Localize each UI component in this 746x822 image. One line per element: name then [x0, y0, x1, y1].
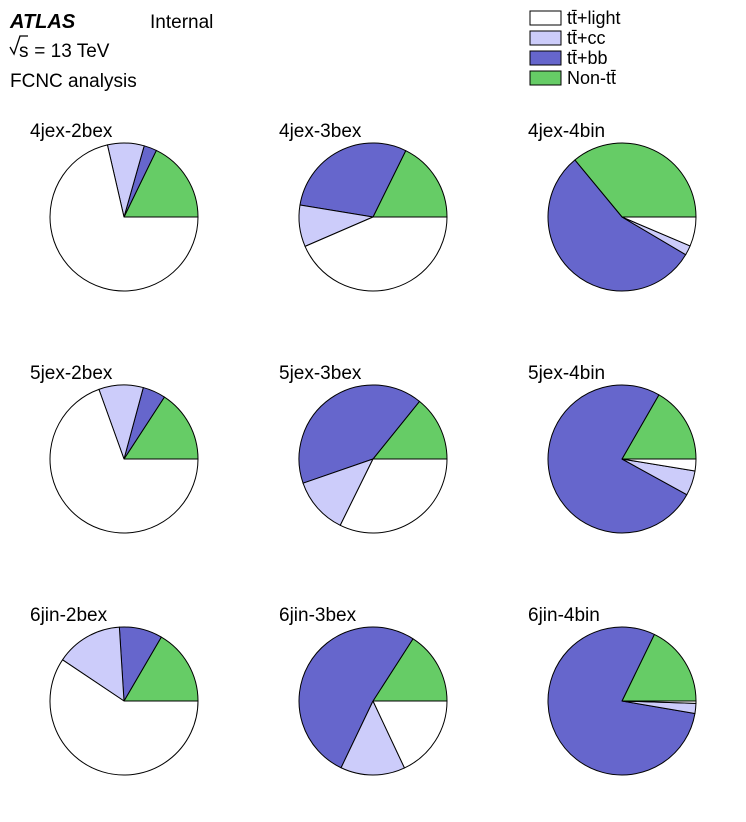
- pie-slice-tt-bb: [298, 384, 420, 484]
- pie-title: 5jex-2bex: [30, 363, 113, 384]
- pie-title: 5jex-4bin: [528, 363, 605, 384]
- pie-title: 4jex-4bin: [528, 121, 605, 142]
- pie-title: 6jin-4bin: [528, 605, 600, 626]
- sqrt-sign-icon: [9, 35, 28, 56]
- pie-slice-tt-cc: [340, 700, 406, 776]
- pie-slice-non-tt: [372, 150, 448, 218]
- pie-slice-tt-light: [621, 700, 697, 704]
- pie-slice-tt-light: [372, 700, 448, 769]
- pies-container: 4jex-2bex 4jex-3bex 4jex-4bin 5jex-2bex 5jex…: [30, 121, 697, 776]
- pie-5jex-3bex: 5jex-3bex: [279, 363, 448, 534]
- pie-slice-tt-light: [304, 216, 448, 292]
- pie-slice-tt-light: [621, 216, 697, 247]
- pie-slice-non-tt: [372, 638, 448, 702]
- pie-slice-non-tt: [123, 636, 199, 702]
- pie-slice-tt-light: [339, 458, 448, 534]
- pie-title: 4jex-2bex: [30, 121, 113, 142]
- pie-6jin-4bin: 6jin-4bin: [528, 605, 697, 776]
- pie-slice-tt-cc: [302, 458, 374, 526]
- pie-slice-tt-bb: [547, 384, 688, 534]
- legend-label-tt-cc: tt̄+cc: [567, 28, 606, 48]
- energy-label: s = 13 TeV: [9, 35, 110, 62]
- legend-label-non-tt: Non-tt̄: [567, 68, 616, 88]
- pie-slice-non-tt: [123, 396, 199, 460]
- pie-slice-non-tt: [621, 633, 697, 702]
- energy-sqrt-symbol: s: [19, 41, 29, 62]
- pie-slice-tt-light: [49, 144, 199, 292]
- pie-slice-tt-bb: [547, 626, 696, 776]
- internal-label: Internal: [150, 12, 213, 33]
- legend-swatch-tt-bb: [529, 50, 562, 66]
- pie-slice-tt-light: [49, 388, 199, 534]
- legend-label-tt-light: tt̄+light: [567, 8, 621, 28]
- pie-slice-non-tt: [372, 400, 448, 460]
- pie-slice-non-tt: [123, 149, 199, 218]
- atlas-label: ATLAS: [9, 11, 76, 33]
- pie-4jex-4bin: 4jex-4bin: [528, 121, 697, 292]
- pie-slice-tt-bb: [299, 142, 407, 218]
- pie-slice-non-tt: [574, 142, 697, 218]
- pie-4jex-3bex: 4jex-3bex: [279, 121, 448, 292]
- legend-label-tt-bb: tt̄+bb: [567, 48, 608, 68]
- legend-swatch-tt-light: [529, 10, 562, 26]
- pie-title: 4jex-3bex: [279, 121, 362, 142]
- pie-4jex-2bex: 4jex-2bex: [30, 121, 199, 292]
- pie-slice-tt-bb: [298, 626, 414, 769]
- pie-slice-tt-bb: [547, 159, 687, 292]
- legend-swatch-tt-cc: [529, 30, 562, 46]
- legend-swatch-non-tt: [529, 70, 562, 86]
- pie-5jex-4bin: 5jex-4bin: [528, 363, 697, 534]
- pie-title: 5jex-3bex: [279, 363, 362, 384]
- analysis-label: FCNC analysis: [10, 71, 137, 92]
- pie-6jin-2bex: 6jin-2bex: [30, 605, 199, 776]
- energy-value: = 13 TeV: [29, 41, 110, 62]
- pie-title: 6jin-2bex: [30, 605, 108, 626]
- pie-slice-non-tt: [621, 394, 697, 460]
- pie-slice-tt-light: [49, 659, 199, 776]
- pie-5jex-2bex: 5jex-2bex: [30, 363, 199, 534]
- pie-slice-tt-cc: [62, 626, 125, 702]
- pie-title: 6jin-3bex: [279, 605, 357, 626]
- pie-6jin-3bex: 6jin-3bex: [279, 605, 448, 776]
- pie-slice-tt-light: [621, 458, 697, 472]
